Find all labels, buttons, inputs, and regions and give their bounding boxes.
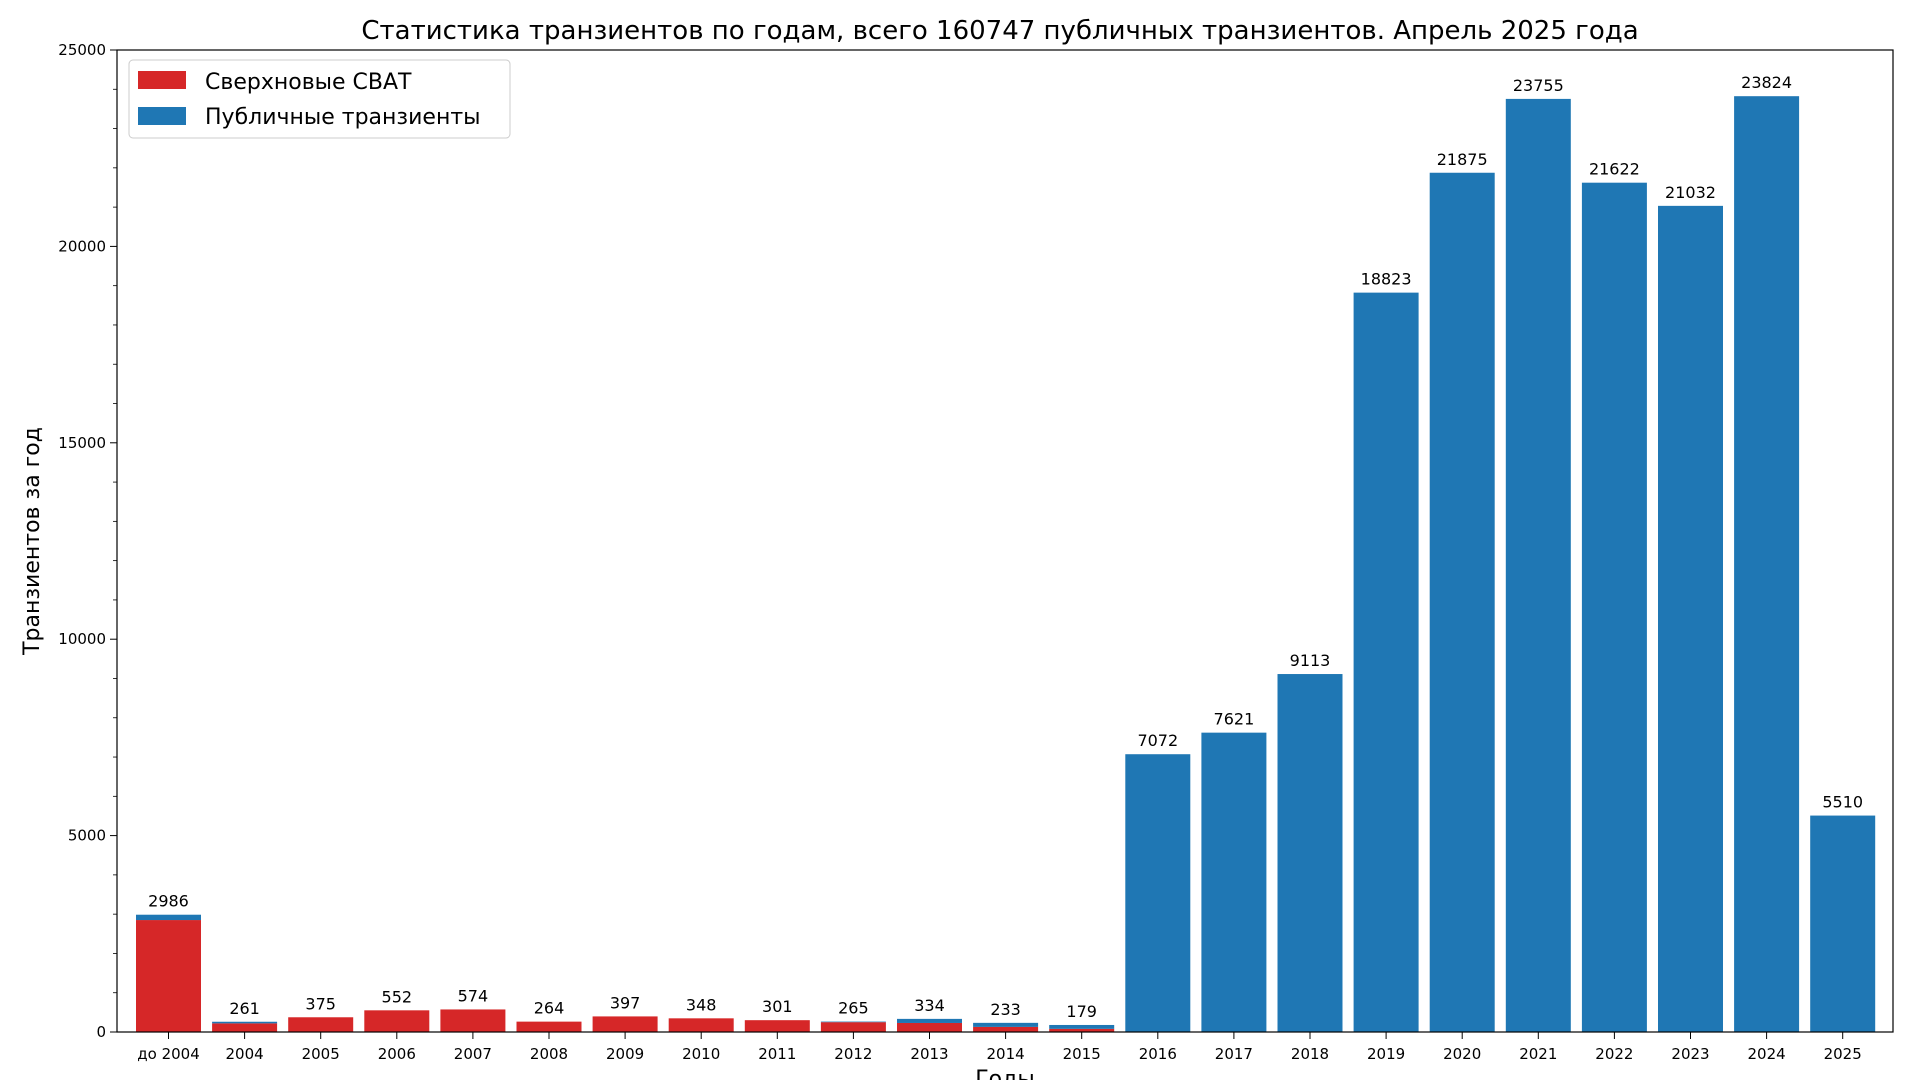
legend-swatch-supernova: [138, 71, 186, 89]
value-label-6: 397: [610, 993, 641, 1012]
bar-public-19: [1581, 182, 1647, 1032]
value-label-2: 375: [305, 994, 336, 1013]
value-label-16: 18823: [1361, 270, 1412, 289]
legend-swatch-public: [138, 107, 186, 125]
bar-public-1: [212, 1021, 278, 1024]
bar-public-17: [1429, 172, 1495, 1032]
y-tick-label-3: 15000: [58, 434, 106, 452]
value-labels-layer: 2986 261 375 552 574 264 397 348 301 265 334 233 179…: [148, 73, 1863, 1021]
value-label-21: 23824: [1741, 73, 1792, 92]
bar-public-14: [1201, 732, 1267, 1032]
bar-public-12: [1049, 1024, 1115, 1029]
x-tick-label-21: 2024: [1748, 1045, 1786, 1063]
bar-public-9: [820, 1021, 886, 1023]
bar-public-18: [1505, 98, 1571, 1032]
bar-supernova-6: [592, 1016, 658, 1032]
x-tick-label-0: до 2004: [137, 1045, 200, 1063]
x-tick-label-10: 2013: [910, 1045, 948, 1063]
value-label-20: 21032: [1665, 183, 1716, 202]
x-tick-label-5: 2008: [530, 1045, 568, 1063]
bar-public-21: [1734, 96, 1800, 1032]
x-tick-label-22: 2025: [1824, 1045, 1862, 1063]
bar-public-20: [1658, 205, 1723, 1033]
x-axis: до 2004 2004 2005 2006 2007 2008 2009 2010 2011 2…: [137, 1032, 1862, 1063]
bar-supernova-8: [744, 1020, 810, 1032]
value-label-0: 2986: [148, 892, 189, 911]
y-tick-label-4: 20000: [58, 237, 106, 255]
value-label-5: 264: [534, 999, 565, 1018]
x-tick-label-4: 2007: [454, 1045, 492, 1063]
value-label-1: 261: [229, 999, 260, 1018]
chart-title: Статистика транзиентов по годам, всего 1…: [361, 16, 1638, 46]
value-label-7: 348: [686, 995, 717, 1014]
legend-frame: [128, 59, 511, 139]
x-tick-label-11: 2014: [987, 1045, 1025, 1063]
y-axis: 0 5000 10000 15000 20000 25000: [58, 41, 117, 1041]
x-tick-label-20: 2023: [1671, 1045, 1709, 1063]
bar-supernova-10: [897, 1022, 962, 1032]
value-label-4: 574: [458, 986, 489, 1005]
y-tick-label-0: 0: [96, 1023, 106, 1041]
value-label-14: 7621: [1214, 710, 1255, 729]
value-label-22: 5510: [1822, 793, 1863, 812]
x-axis-title: Годы: [975, 1067, 1034, 1080]
value-label-11: 233: [990, 1000, 1021, 1019]
x-tick-label-13: 2016: [1139, 1045, 1177, 1063]
y-tick-label-5: 25000: [58, 41, 106, 59]
value-label-18: 23755: [1513, 76, 1564, 95]
bar-supernova-1: [212, 1023, 278, 1032]
x-tick-label-6: 2009: [606, 1045, 644, 1063]
value-label-12: 179: [1066, 1002, 1097, 1021]
bar-supernova-5: [516, 1021, 582, 1032]
value-label-19: 21622: [1589, 160, 1640, 179]
bar-public-15: [1277, 674, 1343, 1032]
y-tick-label-2: 10000: [58, 630, 106, 648]
legend: Сверхновые СВАТ Публичные транзиенты: [128, 59, 511, 139]
value-label-17: 21875: [1437, 150, 1488, 169]
bar-supernova-0: [136, 920, 201, 1032]
value-label-9: 265: [838, 999, 869, 1018]
bar-public-0: [136, 914, 201, 921]
bar-supernova-4: [440, 1009, 506, 1032]
value-label-13: 7072: [1137, 731, 1178, 750]
x-tick-label-16: 2019: [1367, 1045, 1405, 1063]
bar-supernova-2: [288, 1017, 354, 1032]
y-axis-title: Транзиентов за год: [20, 427, 45, 656]
bar-supernova-11: [973, 1026, 1039, 1032]
x-tick-label-17: 2020: [1443, 1045, 1481, 1063]
x-tick-label-8: 2011: [758, 1045, 796, 1063]
bar-public-13: [1125, 754, 1191, 1032]
plot-frame: [116, 49, 1894, 1033]
legend-label-public: Публичные транзиенты: [205, 105, 481, 130]
value-label-3: 552: [382, 987, 413, 1006]
x-tick-label-15: 2018: [1291, 1045, 1329, 1063]
bar-public-10: [897, 1018, 962, 1023]
bar-supernova-12: [1049, 1028, 1115, 1032]
bar-supernova-9: [820, 1022, 886, 1032]
x-tick-label-12: 2015: [1063, 1045, 1101, 1063]
value-label-15: 9113: [1290, 651, 1331, 670]
x-tick-label-7: 2010: [682, 1045, 720, 1063]
x-tick-label-1: 2004: [226, 1045, 264, 1063]
x-tick-label-9: 2012: [834, 1045, 872, 1063]
bars-layer: [136, 96, 1876, 1033]
bar-public-22: [1810, 815, 1876, 1032]
x-tick-label-2: 2005: [302, 1045, 340, 1063]
x-tick-label-14: 2017: [1215, 1045, 1253, 1063]
bar-supernova-3: [364, 1010, 430, 1032]
bar-public-11: [973, 1022, 1039, 1027]
legend-label-supernova: Сверхновые СВАТ: [205, 70, 412, 95]
bar-supernova-7: [668, 1018, 734, 1032]
y-tick-label-1: 5000: [68, 827, 106, 845]
x-tick-label-19: 2022: [1595, 1045, 1633, 1063]
x-tick-label-3: 2006: [378, 1045, 416, 1063]
value-label-8: 301: [762, 997, 793, 1016]
value-label-10: 334: [914, 996, 945, 1015]
bar-public-16: [1353, 292, 1419, 1032]
x-tick-label-18: 2021: [1519, 1045, 1557, 1063]
